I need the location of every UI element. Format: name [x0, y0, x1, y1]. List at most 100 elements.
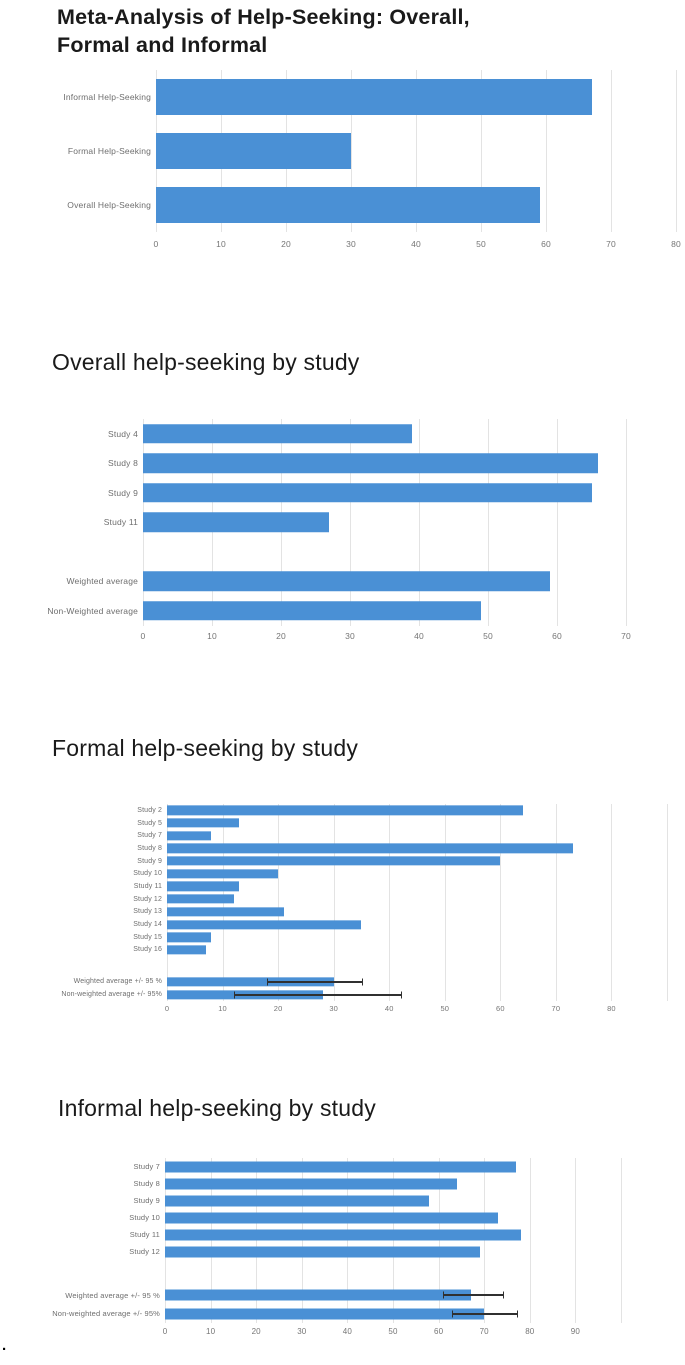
bar-row: Non-weighted average +/- 95%	[0, 1305, 621, 1324]
bar-row	[0, 1260, 621, 1286]
bar-row: Study 8	[0, 1175, 621, 1192]
bar-track	[165, 1226, 621, 1243]
bar	[165, 1246, 480, 1257]
x-tick-label: 30	[346, 239, 356, 249]
plot-rows: Study 7 Study 8 Study 9 Study 10 Study 11 Stu…	[0, 1158, 622, 1324]
bar	[165, 1195, 430, 1206]
error-bar	[267, 978, 364, 986]
category-label: Study 5	[137, 819, 162, 827]
gridline	[611, 70, 612, 232]
category-label: Study 8	[133, 1179, 160, 1188]
bar-row	[0, 956, 667, 975]
plot-rows: Informal Help-Seeking Formal Help-Seeking…	[8, 70, 677, 232]
bar-row: Weighted average	[0, 567, 626, 597]
bar	[143, 512, 330, 532]
bar-track	[143, 449, 626, 479]
x-axis: 0 10 20 30 40 50 60 70	[140, 630, 631, 643]
x-axis: 0 10 20 30 40 50 60 70 80	[165, 1004, 667, 1016]
bar-track	[167, 804, 667, 817]
bar	[165, 1212, 498, 1223]
plot-rows: Study 4 Study 8 Study 9 Study 11 Weighted av…	[0, 419, 627, 626]
category-label: Weighted average +/- 95 %	[73, 978, 162, 986]
gridline	[611, 804, 613, 1002]
bar-row: Overall Help-Seeking	[8, 178, 676, 232]
bar-row: Study 5	[0, 817, 667, 830]
category-label: Study 7	[137, 832, 162, 840]
page-title: Meta-Analysis of Help-Seeking: Overall, …	[57, 3, 637, 60]
x-tick-label: 0	[153, 239, 159, 249]
x-tick-label: 60	[496, 1004, 505, 1014]
bar-track	[167, 817, 667, 830]
error-bar	[443, 1291, 505, 1299]
gridline	[484, 1158, 486, 1323]
chart-overall-formal-informal: Informal Help-Seeking Formal Help-Seeking…	[8, 70, 681, 251]
x-tick-label: 0	[162, 1327, 168, 1336]
bar-track	[167, 867, 667, 880]
category-label: Study 4	[107, 428, 138, 439]
bar	[143, 483, 592, 503]
bar-track	[167, 918, 667, 931]
bar-track	[156, 124, 676, 178]
x-tick-label: 30	[329, 1004, 338, 1014]
bar	[167, 919, 362, 930]
gridline	[676, 70, 677, 232]
gridline	[667, 804, 668, 1002]
category-label: Study 8	[137, 844, 162, 852]
x-tick-label: 60	[433, 1327, 444, 1336]
bar	[156, 187, 540, 223]
bar-row: Informal Help-Seeking	[8, 70, 676, 124]
bar-track	[167, 855, 667, 868]
bar	[143, 601, 482, 621]
bar	[167, 945, 206, 955]
bar-row: Study 10	[0, 1209, 621, 1226]
category-label: Study 10	[129, 1213, 160, 1222]
bar-track	[165, 1305, 621, 1324]
x-tick-label: 80	[671, 239, 681, 249]
plot-rows: Study 2 Study 5 Study 7 Study 8 Study 9 Study…	[0, 804, 668, 1002]
category-label: Study 9	[107, 487, 138, 498]
chart-informal-by-study: Study 7 Study 8 Study 9 Study 10 Study 11 Stu…	[0, 1158, 622, 1339]
bar-track	[165, 1286, 621, 1305]
category-label: Study 2	[137, 806, 162, 814]
x-tick-label: 20	[251, 1327, 261, 1336]
category-label: Study 11	[103, 517, 138, 528]
x-tick-label: 50	[388, 1327, 398, 1336]
chart-title-formal-by-study: Formal help-seeking by study	[52, 735, 359, 761]
x-tick-label: 20	[281, 239, 291, 249]
category-label: Study 13	[133, 908, 162, 916]
bar-row: Study 16	[0, 944, 667, 957]
bar	[167, 805, 523, 815]
bar-row: Study 8	[0, 449, 626, 479]
x-tick-label: 80	[525, 1327, 535, 1336]
x-tick-label: 40	[411, 239, 421, 249]
gridline	[393, 1158, 394, 1323]
bar-track	[167, 975, 667, 988]
gridline	[555, 804, 557, 1002]
bar-track	[165, 1243, 621, 1260]
x-tick-label: 0	[140, 630, 146, 641]
chart-title-informal-by-study: Informal help-seeking by study	[58, 1095, 376, 1121]
x-tick-label: 10	[216, 239, 226, 249]
bar-track	[167, 880, 667, 893]
x-tick-label: 40	[384, 1004, 394, 1014]
gridline	[350, 419, 351, 626]
bar-track	[167, 893, 667, 906]
bar-row: Study 4	[0, 419, 626, 449]
bar	[165, 1289, 471, 1301]
gridline	[165, 1158, 166, 1323]
gridline	[419, 419, 420, 626]
bar-row: Study 9	[0, 1192, 621, 1209]
category-label: Study 7	[133, 1162, 160, 1171]
gridline	[557, 419, 558, 626]
gridline	[278, 804, 280, 1002]
bar-row: Study 7	[0, 829, 667, 842]
category-label: Non-weighted average +/- 95%	[52, 1309, 160, 1319]
bar-row: Study 14	[0, 918, 667, 931]
bar	[156, 133, 351, 169]
gridline	[389, 804, 391, 1002]
bar-row: Non-weighted average +/- 95%	[0, 988, 667, 1001]
bar	[167, 932, 212, 942]
bar-track	[167, 842, 667, 855]
category-label: Study 11	[133, 882, 162, 890]
bar-track	[167, 906, 667, 919]
